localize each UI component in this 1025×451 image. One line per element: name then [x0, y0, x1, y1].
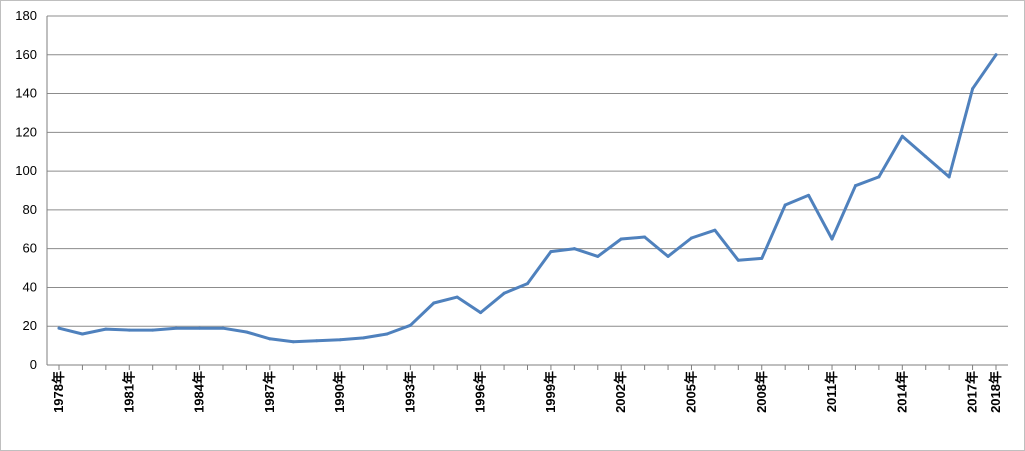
- data-point-2015: [924, 155, 928, 159]
- data-point-1983: [174, 326, 178, 330]
- data-point-1990: [338, 338, 342, 342]
- data-point-2008: [760, 256, 764, 260]
- data-point-2009: [783, 203, 787, 207]
- data-point-1989: [315, 339, 319, 343]
- x-tick-label-1993: 1993年: [402, 371, 417, 413]
- x-tick-label-2011: 2011年: [824, 371, 839, 412]
- y-tick-label-80: 80: [23, 202, 37, 217]
- data-point-1994: [432, 301, 436, 305]
- x-tick-label-1984: 1984年: [192, 371, 207, 413]
- x-tick-label-1981: 1981年: [121, 371, 136, 413]
- data-point-1982: [151, 328, 155, 332]
- x-tick-labels: 1978年 1981年 1984年 1987年 1990年 1993年 1996年 1999年…: [51, 371, 1003, 413]
- data-point-2016: [947, 175, 951, 179]
- y-tick-label-180: 180: [15, 8, 37, 23]
- x-tick-label-2017: 2017年: [965, 371, 980, 413]
- x-tick-label-2014: 2014年: [894, 371, 909, 413]
- series-layer: [57, 53, 998, 344]
- data-point-1979: [80, 332, 84, 336]
- y-tick-label-160: 160: [15, 47, 37, 62]
- data-point-1997: [502, 291, 506, 295]
- x-tick-label-2005: 2005年: [683, 371, 698, 413]
- data-point-2010: [807, 193, 811, 197]
- data-point-2001: [596, 254, 600, 258]
- series-line-0: [57, 53, 998, 344]
- data-point-1984: [198, 326, 202, 330]
- data-point-1985: [221, 326, 225, 330]
- data-point-2005: [689, 236, 693, 240]
- data-point-1998: [526, 282, 529, 286]
- data-point-2018: [994, 53, 998, 57]
- data-point-1988: [291, 340, 295, 344]
- data-point-2011: [830, 237, 834, 241]
- x-tick-label-1996: 1996年: [473, 371, 488, 413]
- data-point-1996: [479, 311, 483, 315]
- data-point-2003: [643, 235, 647, 239]
- data-point-1987: [268, 337, 272, 341]
- x-tick-label-1990: 1990年: [332, 371, 347, 413]
- data-point-1981: [127, 328, 131, 332]
- x-tick-label-1999: 1999年: [543, 371, 558, 413]
- y-tick-labels: 0 20 40 60 80 100 120 140 160 180: [15, 8, 37, 372]
- y-tick-label-60: 60: [23, 241, 37, 256]
- x-tick-label-2008: 2008年: [754, 371, 769, 413]
- data-point-1993: [408, 323, 412, 327]
- x-tick-label-2002: 2002年: [613, 371, 628, 413]
- data-point-2017: [971, 87, 975, 91]
- data-point-2013: [877, 175, 881, 179]
- y-tick-label-0: 0: [30, 357, 37, 372]
- data-point-1992: [385, 332, 389, 336]
- axes: [46, 16, 1008, 370]
- data-point-2004: [666, 254, 670, 258]
- y-tick-label-20: 20: [23, 318, 37, 333]
- data-point-1978: [57, 326, 61, 330]
- grid-lines: [47, 15, 1008, 327]
- data-point-2007: [736, 258, 740, 262]
- data-point-2012: [853, 184, 857, 188]
- data-point-1980: [104, 327, 108, 331]
- y-tick-label-40: 40: [23, 279, 37, 294]
- x-tick-label-1987: 1987年: [262, 371, 277, 413]
- data-point-1995: [455, 295, 459, 299]
- y-tick-label-140: 140: [15, 86, 37, 101]
- x-tick-label-2018: 2018年: [988, 371, 1003, 413]
- data-point-1986: [244, 330, 248, 334]
- data-point-2014: [900, 134, 904, 138]
- data-point-1991: [362, 336, 366, 340]
- data-point-1999: [549, 250, 553, 254]
- y-tick-label-120: 120: [15, 124, 37, 139]
- data-point-2000: [572, 247, 576, 251]
- data-point-2006: [713, 228, 717, 232]
- x-tick-label-1978: 1978年: [51, 371, 66, 413]
- data-point-2002: [619, 237, 623, 241]
- y-tick-label-100: 100: [15, 163, 37, 178]
